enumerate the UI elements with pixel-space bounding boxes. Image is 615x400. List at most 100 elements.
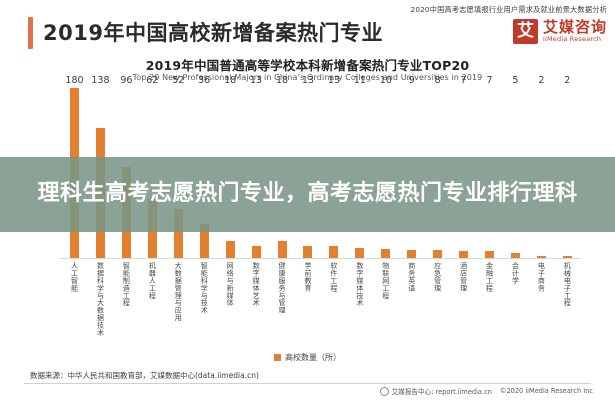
bar-column: 5 — [507, 75, 524, 258]
x-axis-tick-text: 数字媒体艺术 — [252, 262, 261, 307]
bar: 13 — [250, 75, 262, 258]
bar: 11 — [354, 75, 366, 258]
x-axis-tick-label: 数据科学与大数据技术 — [92, 262, 109, 352]
x-axis-tick-label: 人工智能 — [66, 262, 83, 352]
x-axis-tick-label: 数字媒体技术 — [351, 262, 368, 352]
bar: 36 — [198, 75, 210, 258]
bar-value-label: 7 — [460, 75, 467, 86]
bar-value-label: 180 — [65, 75, 84, 86]
x-axis-tick-text: 商务英语 — [407, 262, 416, 292]
bar-column: 11 — [351, 75, 368, 258]
bar-value-label: 62 — [146, 75, 159, 86]
legend-swatch-icon — [274, 354, 281, 361]
brand-logo: 艾 艾媒咨询 iiMedia Research — [512, 18, 607, 44]
overlay-text: 理科生高考志愿热门专业，高考志愿热门专业排行理科 — [37, 181, 578, 207]
overlay-banner: 理科生高考志愿热门专业，高考志愿热门专业排行理科 — [0, 157, 615, 232]
chart-legend: 高校数量（所） — [0, 352, 615, 363]
page-title: 2019年中国高校新增备案热门专业 — [43, 20, 383, 45]
bar-column: 7 — [455, 75, 472, 258]
x-axis-tick-text: 网络与新媒体 — [226, 262, 235, 307]
copyright-icon — [379, 386, 389, 396]
bar-column: 13 — [299, 75, 316, 258]
bar-column: 10 — [377, 75, 394, 258]
bar-value-label: 8 — [434, 75, 441, 86]
x-axis-tick-text: 大数据管理与应用 — [174, 262, 183, 322]
x-axis-tick-label: 大数据管理与应用 — [170, 262, 187, 352]
bar-value-label: 11 — [353, 75, 366, 86]
logo-mark-icon: 艾 — [512, 19, 538, 44]
x-axis-tick-label: 机器人工程 — [144, 262, 161, 352]
x-axis-tick-text: 物联网工程 — [381, 262, 390, 299]
x-axis-tick-label: 会计学 — [507, 262, 524, 352]
bar-column: 52 — [170, 75, 187, 258]
header-kicker: 2020中国高考志愿填报行业用户需求及就业前景大数据分析 — [410, 5, 607, 14]
x-axis-tick-text: 数据科学与大数据技术 — [96, 262, 105, 336]
bar: 8 — [433, 75, 443, 258]
title-row: 2019年中国高校新增备案热门专业 — [28, 17, 383, 49]
bar-column: 18 — [274, 75, 291, 258]
copyright-text: ©2020 iiMedia Research Inc — [499, 387, 593, 395]
bar-value-label: 2 — [564, 75, 571, 86]
footer-copyright: 艾媒报告中心: report.iimedia.cn ©2020 iiMedia … — [379, 386, 593, 396]
x-axis-tick-label: 机械电子工程 — [559, 262, 576, 352]
bar-column: 36 — [196, 75, 213, 258]
bar-value-label: 7 — [486, 75, 493, 86]
bar-value-label: 13 — [327, 75, 340, 86]
x-axis-tick-text: 应急管理 — [433, 262, 442, 292]
x-axis-tick-text: 人工智能 — [70, 262, 79, 292]
bar-value-label: 36 — [198, 75, 211, 86]
bar-column: 2 — [559, 75, 576, 258]
bar: 18 — [224, 75, 236, 258]
x-axis-tick-label: 金融工程 — [481, 262, 498, 352]
bar-value-label: 13 — [250, 75, 263, 86]
x-axis-tick-label: 商务英语 — [403, 262, 420, 352]
bar: 5 — [510, 75, 520, 258]
x-axis-tick-text: 酒店管理 — [459, 262, 468, 292]
footer-divider — [24, 383, 591, 384]
bar-value-label: 13 — [301, 75, 314, 86]
x-axis-tick-text: 智能科学与技术 — [200, 262, 209, 314]
x-axis-tick-label: 物联网工程 — [377, 262, 394, 352]
bar-column: 13 — [248, 75, 265, 258]
bar: 7 — [459, 75, 469, 258]
x-axis-labels: 人工智能 数据科学与大数据技术 智能制造工程 机器人工程 大数据管理与应用 智能科学与技术… — [66, 262, 576, 352]
x-axis-tick-text: 健康服务与管理 — [278, 262, 286, 314]
x-axis-tick-text: 电子商务 — [537, 262, 546, 292]
axis-baseline — [60, 258, 580, 259]
x-axis-tick-text: 软件工程 — [329, 262, 338, 292]
legend-label: 高校数量（所） — [285, 353, 341, 362]
x-axis-tick-label: 数字媒体艺术 — [248, 262, 265, 352]
chart-title: 2019年中国普通高等学校本科新增备案热门专业TOP20 — [145, 58, 470, 73]
x-axis-tick-text: 金融工程 — [485, 262, 494, 292]
x-axis-tick-text: 数字媒体技术 — [355, 262, 364, 307]
x-axis-tick-label: 智能制造工程 — [118, 262, 135, 352]
bar-column: 8 — [429, 75, 446, 258]
report-center-link[interactable]: 艾媒报告中心: report.iimedia.cn — [391, 388, 492, 396]
bar: 10 — [380, 75, 392, 258]
bar-value-label: 138 — [91, 75, 110, 86]
logo-name-cn: 艾媒咨询 — [542, 18, 607, 37]
x-axis-tick-label: 智能科学与技术 — [196, 262, 213, 352]
data-source-note: 数据来源：中华人民共和国教育部，艾媒数据中心(data.iimedia.cn) — [30, 371, 259, 380]
bar-column: 9 — [403, 75, 420, 258]
bar-value-label: 5 — [512, 75, 519, 86]
bar-column: 13 — [325, 75, 342, 258]
x-axis-tick-text: 会计学 — [511, 262, 520, 285]
bar-value-label: 96 — [120, 75, 133, 86]
bar: 7 — [485, 75, 494, 258]
x-axis-tick-label: 电子商务 — [533, 262, 550, 352]
logo-name-en: iiMedia Research — [542, 34, 602, 43]
bar-column: 7 — [481, 75, 498, 258]
bar-value-label: 10 — [379, 75, 392, 86]
bar-column: 18 — [222, 75, 239, 258]
bar-value-label: 18 — [275, 75, 289, 86]
bar: 2 — [536, 75, 546, 258]
x-axis-tick-label: 网络与新媒体 — [222, 262, 239, 352]
logo-text: 艾媒咨询 iiMedia Research — [542, 18, 607, 43]
bar-value-label: 52 — [172, 75, 185, 86]
x-axis-tick-text: 机械电子工程 — [563, 262, 572, 307]
chart-subtitle: Top 20 New Professional Majors in China’… — [132, 73, 483, 82]
x-axis-tick-text: 学前教育 — [303, 262, 312, 292]
bar-value-label: 9 — [408, 75, 415, 86]
bar: 18 — [276, 75, 288, 258]
